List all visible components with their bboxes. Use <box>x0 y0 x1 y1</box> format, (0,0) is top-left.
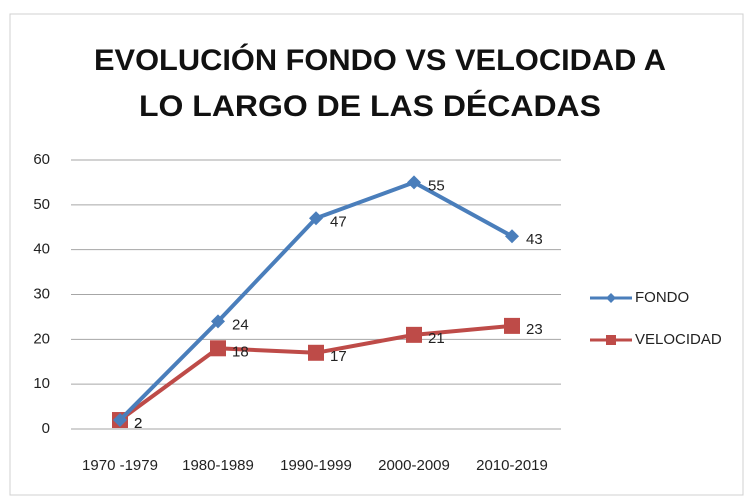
marker <box>504 317 520 334</box>
data-label: 23 <box>526 321 543 338</box>
marker <box>407 175 421 190</box>
chart-frame <box>9 13 744 496</box>
y-tick-label: 0 <box>42 420 50 437</box>
marker <box>113 413 127 428</box>
data-label: 43 <box>526 231 543 248</box>
data-label: 55 <box>428 177 445 194</box>
chart-title: LO LARGO DE LAS DÉCADAS <box>139 89 601 123</box>
marker <box>308 344 324 361</box>
data-label: 2 <box>134 415 142 432</box>
x-tick-label: 1970 -1979 <box>82 457 158 474</box>
y-tick-label: 40 <box>33 241 50 258</box>
data-label: 24 <box>232 316 249 333</box>
x-tick-label: 2010-2019 <box>476 457 548 474</box>
marker <box>211 314 225 329</box>
x-tick-label: 1980-1989 <box>182 457 254 474</box>
x-tick-label: 2000-2009 <box>378 457 450 474</box>
data-label: 47 <box>330 213 347 230</box>
y-tick-label: 10 <box>33 375 50 392</box>
legend-marker <box>606 335 616 345</box>
data-label: 18 <box>232 343 249 360</box>
y-tick-label: 60 <box>33 151 50 168</box>
data-label: 2 <box>134 415 142 432</box>
legend-label: FONDO <box>635 289 689 306</box>
data-label: 21 <box>428 330 445 347</box>
chart-title: EVOLUCIÓN FONDO VS VELOCIDAD A <box>94 43 666 77</box>
y-tick-label: 20 <box>33 330 50 347</box>
legend-marker <box>606 293 616 303</box>
marker <box>406 326 422 343</box>
y-tick-label: 50 <box>33 196 50 213</box>
marker <box>505 229 519 244</box>
y-tick-label: 30 <box>33 285 50 302</box>
x-tick-label: 1990-1999 <box>280 457 352 474</box>
marker <box>309 211 323 226</box>
legend-label: VELOCIDAD <box>635 331 722 348</box>
data-label: 17 <box>330 348 347 365</box>
marker <box>210 340 226 357</box>
